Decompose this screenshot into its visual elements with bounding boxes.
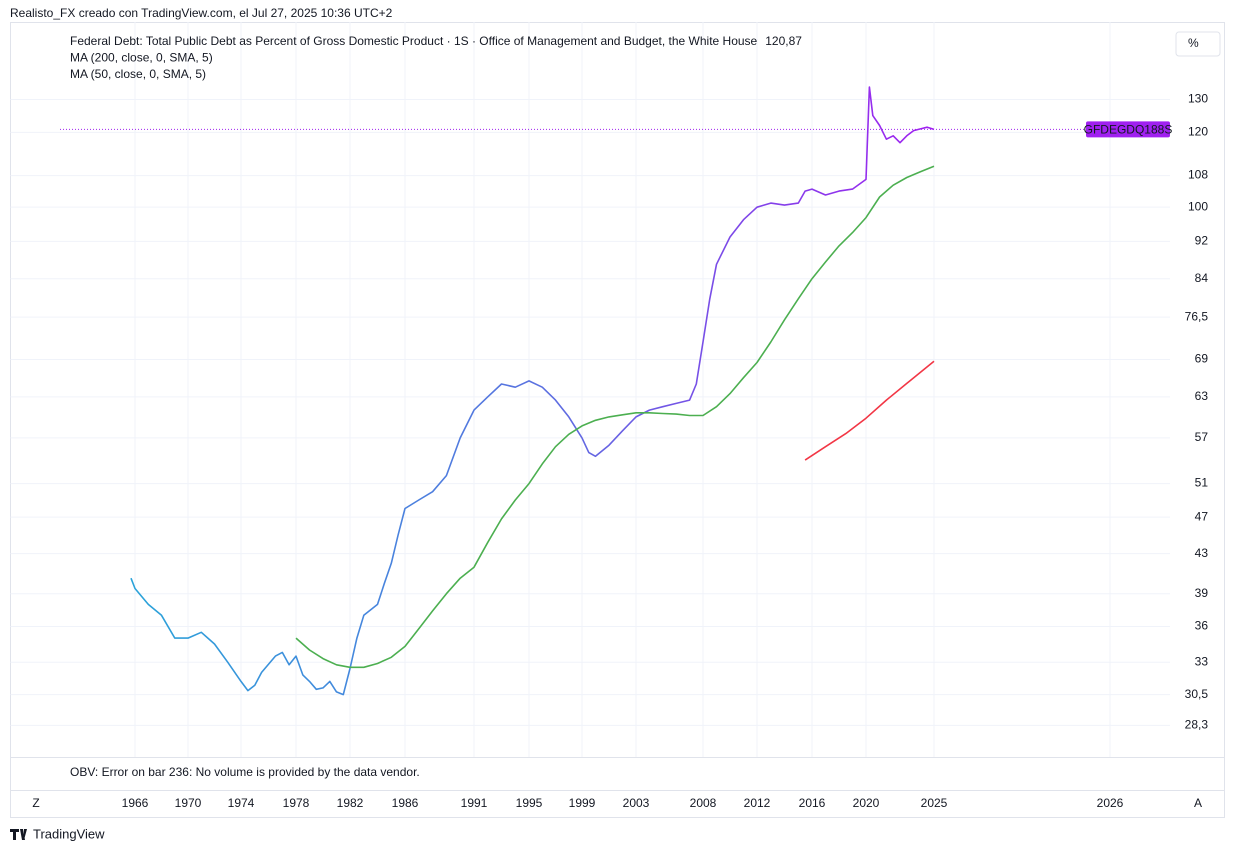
indicator-note: OBV: Error on bar 236: No volume is prov…	[70, 765, 420, 779]
x-tick-label: 2012	[744, 796, 771, 810]
x-tick-label: 2026	[1097, 796, 1124, 810]
legend-entry: Federal Debt: Total Public Debt as Perce…	[70, 34, 758, 48]
x-tick-label: 1999	[569, 796, 596, 810]
x-tick-label: 1966	[122, 796, 149, 810]
y-tick-label: 33	[1195, 654, 1209, 668]
x-tick-label: 2020	[853, 796, 880, 810]
logo-icon	[10, 829, 27, 840]
unit-label[interactable]: %	[1188, 36, 1199, 50]
y-tick-label: 69	[1195, 352, 1209, 366]
series-line	[130, 86, 935, 696]
logo-text: TradingView	[33, 826, 105, 841]
x-tick-label: 1991	[461, 796, 488, 810]
series-line	[804, 360, 935, 461]
x-tick-label: 1995	[516, 796, 543, 810]
y-tick-label: 92	[1195, 234, 1209, 248]
y-tick-label: 57	[1195, 430, 1209, 444]
y-tick-label: 108	[1188, 168, 1208, 182]
price-label-box	[1086, 121, 1170, 138]
x-tick-label: 2003	[623, 796, 650, 810]
y-tick-label: 43	[1195, 546, 1209, 560]
series-line	[295, 165, 935, 669]
x-tick-label: 2008	[690, 796, 717, 810]
y-tick-label: 84	[1195, 271, 1209, 285]
frame	[10, 22, 1225, 818]
scale-button[interactable]: Z	[32, 796, 39, 810]
credit: Realisto_FX creado con TradingView.com, …	[10, 6, 393, 20]
x-tick-label: 2016	[799, 796, 826, 810]
y-tick-label: 51	[1195, 476, 1209, 490]
y-tick-label: 120	[1188, 124, 1208, 138]
scale-button[interactable]: A	[1194, 796, 1202, 810]
legend-entry: MA (200, close, 0, SMA, 5)	[70, 51, 213, 65]
y-tick-label: 28,3	[1185, 718, 1209, 732]
x-tick-label: 2025	[921, 796, 948, 810]
x-tick-label: 1974	[228, 796, 255, 810]
x-tick-label: 1986	[392, 796, 419, 810]
x-tick-label: 1978	[283, 796, 310, 810]
y-tick-label: 76,5	[1185, 309, 1209, 323]
y-tick-label: 63	[1195, 389, 1209, 403]
price-label: GFDEGDQ188S	[1084, 123, 1173, 137]
x-tick-label: 1970	[175, 796, 202, 810]
y-tick-label: 36	[1195, 619, 1209, 633]
legend-entry: MA (50, close, 0, SMA, 5)	[70, 67, 206, 81]
x-tick-label: 1982	[337, 796, 364, 810]
unit-button[interactable]	[1175, 31, 1221, 57]
y-tick-label: 39	[1195, 586, 1209, 600]
y-tick-label: 30,5	[1185, 687, 1209, 701]
y-tick-label: 130	[1188, 92, 1208, 106]
legend-value: 120,87	[765, 34, 802, 48]
y-tick-label: 47	[1195, 509, 1209, 523]
y-tick-label: 100	[1188, 199, 1208, 213]
